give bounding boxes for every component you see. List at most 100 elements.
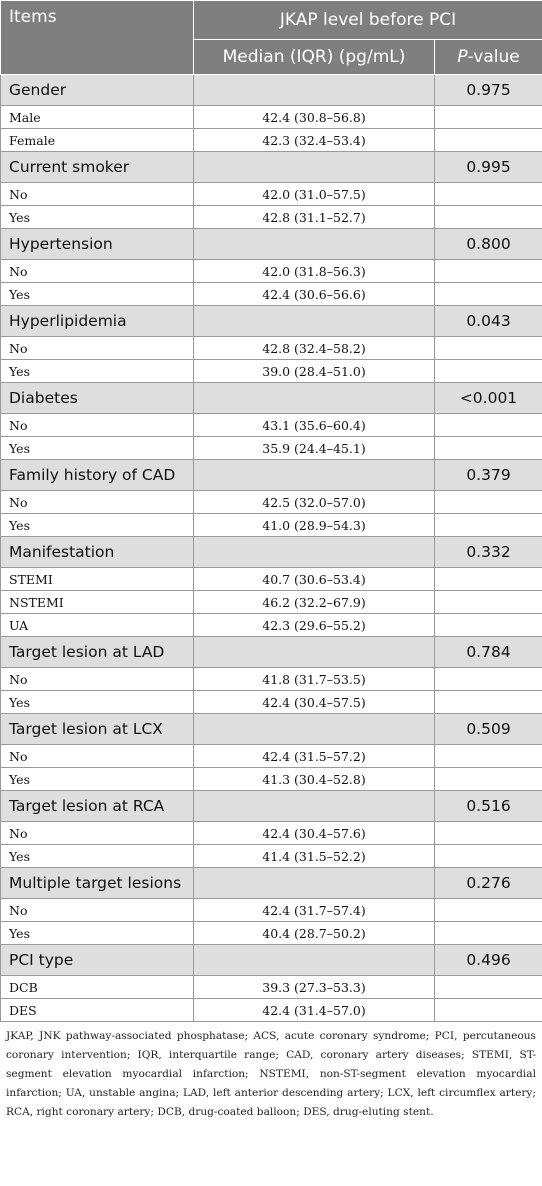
group-p-value: 0.995 — [433, 151, 542, 183]
row-label: Yes — [0, 921, 194, 945]
row-median: 39.0 (28.4–51.0) — [193, 359, 435, 383]
table-row: Female 42.3 (32.4–53.4) — [0, 128, 542, 152]
group-p-value: 0.509 — [433, 713, 542, 745]
table-row: DES 42.4 (31.4–57.0) — [0, 998, 542, 1022]
row-p-empty — [433, 844, 542, 868]
row-median: 40.7 (30.6–53.4) — [193, 567, 435, 591]
group-name: Target lesion at RCA — [0, 790, 194, 822]
table-row: Yes 41.3 (30.4–52.8) — [0, 767, 542, 791]
row-median: 41.3 (30.4–52.8) — [193, 767, 435, 791]
row-p-empty — [433, 413, 542, 437]
group-p-value: 0.800 — [433, 228, 542, 260]
group-name: Family history of CAD — [0, 459, 194, 491]
table-row: Yes 42.4 (30.6–56.6) — [0, 282, 542, 306]
group-row: Multiple target lesions 0.276 — [0, 867, 542, 899]
row-label: Yes — [0, 282, 194, 306]
row-label: UA — [0, 613, 194, 637]
group-median-empty — [193, 944, 435, 976]
row-median: 41.4 (31.5–52.2) — [193, 844, 435, 868]
table-row: Yes 35.9 (24.4–45.1) — [0, 436, 542, 460]
table-body: Gender 0.975 Male 42.4 (30.8–56.8) Female 42.… — [0, 74, 542, 1022]
row-p-empty — [433, 128, 542, 152]
row-label: Yes — [0, 767, 194, 791]
group-row: Target lesion at RCA 0.516 — [0, 790, 542, 822]
data-table: Items JKAP level before PCI Median (IQR)… — [0, 0, 542, 1022]
row-label: Yes — [0, 359, 194, 383]
table-row: Yes 42.4 (30.4–57.5) — [0, 690, 542, 714]
row-median: 42.8 (31.1–52.7) — [193, 205, 435, 229]
row-label: DCB — [0, 975, 194, 999]
table-row: No 42.4 (31.5–57.2) — [0, 744, 542, 768]
row-p-empty — [433, 690, 542, 714]
group-median-empty — [193, 382, 435, 414]
row-p-empty — [433, 490, 542, 514]
row-label: DES — [0, 998, 194, 1022]
median-header: Median (IQR) (pg/mL) — [193, 39, 435, 75]
row-label: No — [0, 744, 194, 768]
row-label: Yes — [0, 436, 194, 460]
row-median: 42.4 (31.5–57.2) — [193, 744, 435, 768]
group-median-empty — [193, 713, 435, 745]
row-label: No — [0, 490, 194, 514]
row-p-empty — [433, 205, 542, 229]
group-row: Family history of CAD 0.379 — [0, 459, 542, 491]
row-p-empty — [433, 336, 542, 360]
row-label: Yes — [0, 690, 194, 714]
group-median-empty — [193, 867, 435, 899]
group-name: Hypertension — [0, 228, 194, 260]
row-median: 40.4 (28.7–50.2) — [193, 921, 435, 945]
table-row: STEMI 40.7 (30.6–53.4) — [0, 567, 542, 591]
row-p-empty — [433, 667, 542, 691]
row-median: 42.4 (30.4–57.5) — [193, 690, 435, 714]
row-label: No — [0, 336, 194, 360]
row-label: No — [0, 182, 194, 206]
group-median-empty — [193, 636, 435, 668]
row-p-empty — [433, 282, 542, 306]
group-name: Gender — [0, 74, 194, 106]
group-median-empty — [193, 305, 435, 337]
group-name: Multiple target lesions — [0, 867, 194, 899]
group-p-value: 0.332 — [433, 536, 542, 568]
group-name: Target lesion at LCX — [0, 713, 194, 745]
table-row: No 43.1 (35.6–60.4) — [0, 413, 542, 437]
group-median-empty — [193, 536, 435, 568]
row-median: 42.4 (30.4–57.6) — [193, 821, 435, 845]
row-p-empty — [433, 590, 542, 614]
row-median: 42.5 (32.0–57.0) — [193, 490, 435, 514]
row-p-empty — [433, 436, 542, 460]
row-median: 42.3 (29.6–55.2) — [193, 613, 435, 637]
table-row: No 42.5 (32.0–57.0) — [0, 490, 542, 514]
group-p-value: 0.379 — [433, 459, 542, 491]
row-median: 42.4 (30.6–56.6) — [193, 282, 435, 306]
group-name: Hyperlipidemia — [0, 305, 194, 337]
row-label: No — [0, 667, 194, 691]
table-header: Items JKAP level before PCI Median (IQR)… — [0, 0, 542, 75]
group-median-empty — [193, 790, 435, 822]
row-p-empty — [433, 921, 542, 945]
row-label: Male — [0, 105, 194, 129]
group-p-value: 0.043 — [433, 305, 542, 337]
group-median-empty — [193, 151, 435, 183]
row-median: 42.4 (31.7–57.4) — [193, 898, 435, 922]
group-row: PCI type 0.496 — [0, 944, 542, 976]
group-name: Diabetes — [0, 382, 194, 414]
group-name: Manifestation — [0, 536, 194, 568]
row-median: 41.8 (31.7–53.5) — [193, 667, 435, 691]
row-label: Yes — [0, 205, 194, 229]
row-p-empty — [433, 975, 542, 999]
row-p-empty — [433, 513, 542, 537]
table-row: NSTEMI 46.2 (32.2–67.9) — [0, 590, 542, 614]
row-label: Yes — [0, 513, 194, 537]
row-p-empty — [433, 613, 542, 637]
row-p-empty — [433, 359, 542, 383]
row-label: No — [0, 898, 194, 922]
row-p-empty — [433, 567, 542, 591]
row-label: STEMI — [0, 567, 194, 591]
row-label: No — [0, 821, 194, 845]
row-p-empty — [433, 767, 542, 791]
row-median: 42.0 (31.0–57.5) — [193, 182, 435, 206]
row-median: 42.0 (31.8–56.3) — [193, 259, 435, 283]
items-header: Items — [0, 0, 194, 75]
row-p-empty — [433, 182, 542, 206]
table-container: Items JKAP level before PCI Median (IQR)… — [0, 0, 542, 1118]
